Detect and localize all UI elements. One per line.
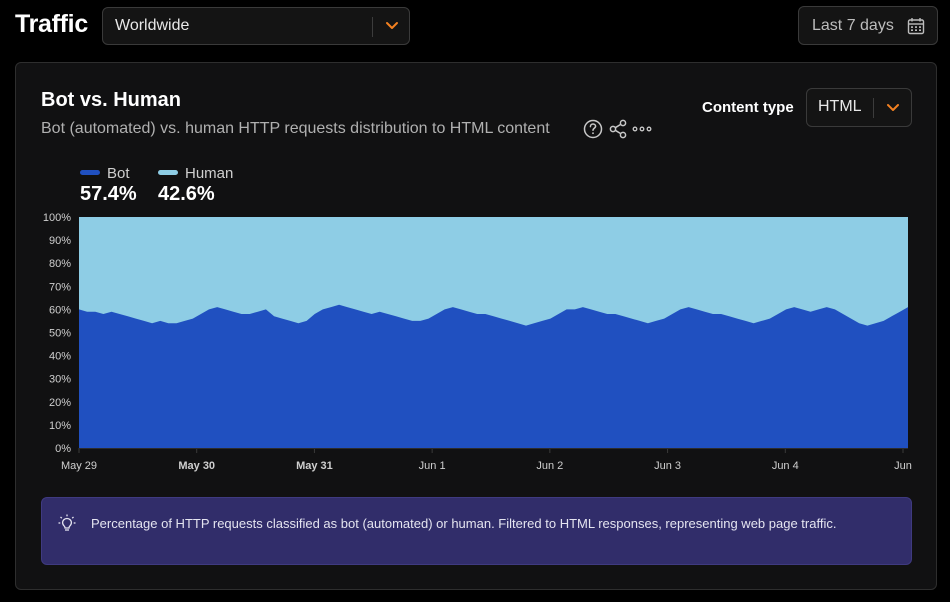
select-divider bbox=[372, 17, 373, 37]
legend-bot[interactable]: Bot bbox=[80, 165, 130, 182]
y-tick-label: 60% bbox=[49, 304, 71, 316]
x-tick-label: May 31 bbox=[296, 460, 333, 472]
human-percentage: 42.6% bbox=[158, 183, 215, 205]
x-tick-label: Jun 1 bbox=[419, 460, 446, 472]
page-title: Traffic bbox=[15, 10, 88, 38]
y-tick-label: 0% bbox=[55, 443, 71, 455]
share-icon[interactable] bbox=[608, 119, 628, 139]
y-tick-label: 10% bbox=[49, 420, 71, 432]
x-tick-label: Jun 3 bbox=[654, 460, 681, 472]
select-divider bbox=[873, 98, 874, 118]
y-tick-label: 50% bbox=[49, 328, 71, 340]
content-type-select[interactable]: HTML bbox=[806, 88, 912, 127]
x-tick-label: Jun 2 bbox=[536, 460, 563, 472]
chevron-down-icon[interactable] bbox=[385, 21, 399, 31]
y-tick-label: 90% bbox=[49, 235, 71, 247]
region-select-value: Worldwide bbox=[115, 17, 190, 34]
chevron-down-icon[interactable] bbox=[886, 103, 900, 113]
y-tick-label: 100% bbox=[43, 212, 71, 224]
calendar-icon bbox=[907, 18, 925, 35]
date-range-value: Last 7 days bbox=[812, 17, 894, 34]
series-area-bot[interactable] bbox=[79, 304, 908, 448]
x-tick-label: May 30 bbox=[178, 460, 215, 472]
card-subtitle: Bot (automated) vs. human HTTP requests … bbox=[41, 120, 550, 137]
info-banner: Percentage of HTTP requests classified a… bbox=[41, 497, 912, 565]
lightbulb-icon bbox=[58, 514, 76, 531]
card-title: Bot vs. Human bbox=[41, 89, 182, 111]
bot-vs-human-card: Bot vs. Human Bot (automated) vs. human … bbox=[15, 62, 937, 590]
bot-percentage: 57.4% bbox=[80, 183, 137, 205]
legend-human-swatch bbox=[158, 169, 178, 175]
y-tick-label: 80% bbox=[49, 258, 71, 270]
x-tick-label: Jun 4 bbox=[772, 460, 799, 472]
more-options-icon[interactable] bbox=[631, 119, 653, 139]
content-type-label: Content type bbox=[702, 99, 794, 116]
legend-human-label: Human bbox=[185, 165, 234, 182]
legend-bot-label: Bot bbox=[107, 165, 130, 182]
content-type-value: HTML bbox=[818, 98, 862, 115]
y-tick-label: 20% bbox=[49, 397, 71, 409]
x-tick-label: May 29 bbox=[61, 460, 97, 472]
legend-human[interactable]: Human bbox=[158, 165, 233, 182]
region-select[interactable]: Worldwide bbox=[102, 7, 410, 45]
x-tick-label: Jun bbox=[894, 460, 912, 472]
y-tick-label: 30% bbox=[49, 374, 71, 386]
legend-bot-swatch bbox=[80, 169, 100, 175]
help-icon[interactable] bbox=[583, 119, 603, 139]
y-tick-label: 40% bbox=[49, 351, 71, 363]
info-text: Percentage of HTTP requests classified a… bbox=[91, 516, 837, 531]
date-range-select[interactable]: Last 7 days bbox=[798, 6, 938, 45]
bot-human-area-chart[interactable]: 100% 90% 80% 70% 60% 50% 40% 30% 20% 10% 0% May 29 M… bbox=[16, 63, 936, 483]
y-tick-label: 70% bbox=[49, 281, 71, 293]
